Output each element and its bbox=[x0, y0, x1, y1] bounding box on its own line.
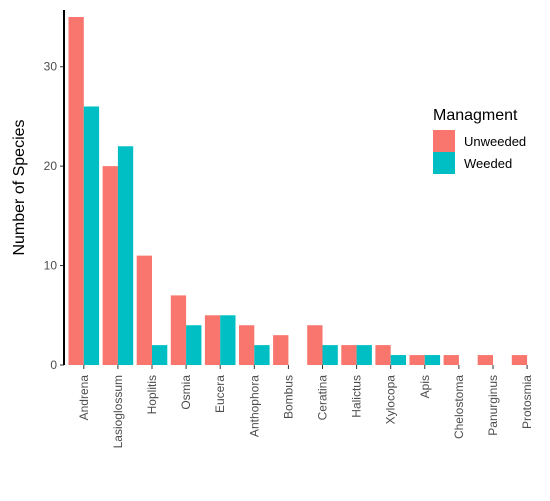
bar-unweeded-protosmia bbox=[511, 355, 528, 365]
legend-key-unweeded bbox=[433, 130, 455, 152]
bar-unweeded-ceratina bbox=[307, 325, 323, 365]
bar-weeded-ceratina bbox=[322, 345, 338, 365]
bar-unweeded-anthophora bbox=[239, 325, 255, 365]
bar-unweeded-panurginus bbox=[477, 355, 493, 365]
legend-label-weeded: Weeded bbox=[464, 156, 512, 171]
bar-unweeded-eucera bbox=[204, 315, 221, 365]
x-tick-label: Andrena bbox=[77, 375, 91, 421]
bar-weeded-lasioglossum bbox=[117, 146, 134, 365]
y-axis-ticks: 0 10 20 30 bbox=[44, 60, 64, 372]
x-tick-label: Osmia bbox=[179, 375, 193, 410]
bar-weeded-xylocopa bbox=[390, 355, 406, 365]
x-tick-label: Hoplitis bbox=[145, 375, 159, 414]
bar-unweeded-xylocopa bbox=[375, 345, 391, 365]
bar-unweeded-bombus bbox=[273, 335, 289, 365]
bar-weeded-apis bbox=[424, 355, 441, 365]
legend-label-unweeded: Unweeded bbox=[464, 134, 526, 149]
legend-key-weeded bbox=[433, 152, 455, 174]
legend: Managment Unweeded Weeded bbox=[433, 107, 526, 174]
x-tick-label: Anthophora bbox=[247, 375, 261, 437]
y-tick-label: 30 bbox=[44, 60, 58, 74]
x-tick-label: Halictus bbox=[350, 375, 364, 418]
x-axis-ticks: Andrena Lasioglossum Hoplitis Osmia Eucera An… bbox=[77, 365, 534, 448]
bar-weeded-halictus bbox=[356, 345, 372, 365]
bar-unweeded-lasioglossum bbox=[102, 166, 118, 365]
bar-weeded-osmia bbox=[186, 325, 202, 365]
bar-weeded-anthophora bbox=[254, 345, 270, 365]
legend-title: Managment bbox=[433, 107, 518, 124]
bars-layer bbox=[68, 17, 528, 366]
bar-weeded-andrena bbox=[83, 106, 100, 366]
bar-unweeded-osmia bbox=[170, 295, 187, 365]
x-tick-label: Ceratina bbox=[316, 375, 330, 421]
x-tick-label: Panurginus bbox=[486, 375, 500, 436]
y-tick-label: 0 bbox=[50, 358, 57, 372]
bar-unweeded-chelostoma bbox=[443, 355, 459, 365]
y-tick-label: 20 bbox=[44, 159, 58, 173]
bar-unweeded-apis bbox=[409, 355, 425, 365]
x-tick-label: Xylocopa bbox=[384, 375, 398, 425]
bar-unweeded-halictus bbox=[341, 345, 357, 365]
bar-weeded-hoplitis bbox=[152, 345, 168, 365]
bar-unweeded-andrena bbox=[68, 17, 84, 365]
x-tick-label: Apis bbox=[418, 375, 432, 398]
y-tick-label: 10 bbox=[44, 259, 58, 273]
bar-weeded-eucera bbox=[220, 315, 236, 365]
x-tick-label: Bombus bbox=[281, 375, 295, 419]
x-tick-label: Lasioglossum bbox=[111, 375, 125, 448]
y-axis-title: Number of Species bbox=[11, 119, 28, 255]
x-tick-label: Protosmia bbox=[520, 375, 534, 429]
x-tick-label: Eucera bbox=[213, 375, 227, 413]
x-tick-label: Chelostoma bbox=[452, 375, 466, 439]
bar-unweeded-hoplitis bbox=[136, 255, 152, 365]
